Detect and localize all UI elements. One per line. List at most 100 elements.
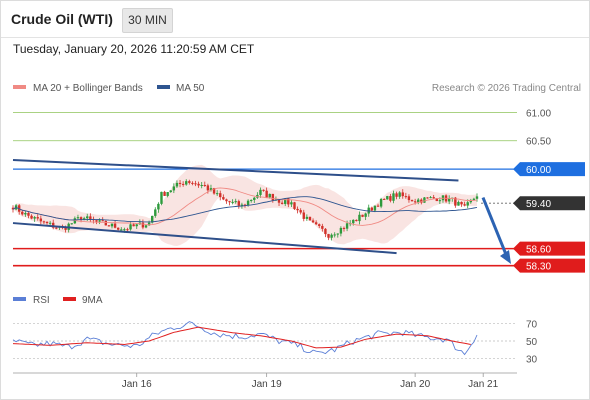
price-level-tag: [513, 162, 585, 177]
candle-body: [345, 223, 349, 229]
candle-body: [206, 185, 210, 191]
candle-body: [280, 202, 284, 204]
x-tick-label: Jan 16: [122, 379, 152, 390]
ma50-legend-swatch: [157, 85, 170, 89]
timestamp: Tuesday, January 20, 2026 11:20:59 AM CE…: [13, 42, 255, 56]
candle-body: [120, 229, 123, 231]
candle-body: [240, 204, 244, 206]
candle-body: [376, 205, 380, 207]
candle-body: [33, 217, 36, 219]
x-tick-label: Jan 21: [468, 379, 498, 390]
candle-body: [339, 227, 343, 234]
candle-body: [277, 199, 281, 203]
candle-body: [30, 215, 33, 219]
candle-body: [271, 193, 275, 201]
candle-body: [234, 201, 237, 203]
candle-body: [200, 184, 203, 186]
ma9-legend-label: 9MA: [82, 295, 103, 306]
candle-body: [290, 202, 293, 205]
candle-body: [76, 217, 80, 219]
candle-body: [98, 220, 101, 222]
rsi-legend-label: RSI: [33, 295, 50, 306]
candle-body: [39, 218, 43, 222]
channel-upper-line: [12, 159, 459, 182]
candle-body: [188, 181, 191, 183]
price-level-label: 59.40: [526, 199, 551, 210]
candle-body: [321, 225, 324, 229]
candle-body: [333, 234, 336, 236]
candle-body: [95, 220, 98, 222]
candle-body: [157, 203, 160, 210]
candle-body: [21, 211, 24, 215]
ma50-legend-label: MA 50: [176, 83, 205, 94]
rsi-line: [12, 321, 478, 356]
candle-body: [141, 222, 145, 228]
candle-body: [314, 222, 318, 225]
candle-body: [154, 209, 157, 216]
candle-body: [395, 193, 398, 197]
candle-body: [116, 227, 120, 230]
candle-body: [392, 193, 395, 201]
candle-body: [296, 208, 299, 211]
candle-body: [435, 198, 438, 202]
instrument-title: Crude Oil (WTI): [11, 11, 113, 27]
forecast-arrow-head: [500, 249, 511, 264]
candle-body: [420, 199, 423, 203]
candle-body: [352, 219, 355, 224]
candle-body: [215, 193, 219, 195]
price-level-tag: [513, 258, 585, 273]
candle-body: [401, 192, 404, 197]
ma20-legend-label: MA 20 + Bollinger Bands: [33, 83, 143, 94]
candle-body: [355, 219, 358, 222]
candle-body: [135, 224, 138, 227]
candle-body: [36, 217, 39, 219]
candle-body: [185, 181, 188, 185]
candle-body: [237, 201, 241, 206]
candle-body: [284, 198, 287, 204]
candle-body: [299, 210, 302, 213]
ma9-legend-swatch: [63, 297, 76, 301]
candle-body: [305, 216, 309, 219]
candle-body: [222, 197, 225, 200]
candle-body: [209, 188, 213, 191]
price-level-label: 58.30: [526, 262, 551, 273]
candle-body: [475, 196, 479, 199]
candle-body: [463, 204, 466, 206]
candle-body: [398, 192, 401, 197]
candle-body: [342, 227, 346, 229]
candle-body: [447, 198, 451, 202]
candle-body: [423, 197, 426, 203]
candle-body: [469, 199, 473, 203]
candle-body: [163, 191, 166, 196]
research-credit: Research © 2026 Trading Central: [432, 83, 581, 94]
candle-body: [89, 216, 92, 219]
candle-body: [110, 223, 114, 227]
timeframe-button[interactable]: 30 MIN: [122, 8, 173, 33]
channel-lower-line: [12, 222, 397, 255]
candle-body: [466, 202, 469, 206]
candle-body: [308, 216, 312, 221]
candle-body: [413, 201, 417, 203]
candle-body: [104, 220, 107, 226]
candle-body: [113, 223, 117, 228]
candle-body: [426, 197, 429, 199]
candle-body: [166, 192, 169, 196]
candle-body: [386, 196, 389, 200]
candle-body: [287, 198, 290, 205]
price-level-label: 60.50: [526, 137, 551, 148]
candle-body: [169, 190, 172, 193]
candle-body: [107, 225, 111, 227]
candle-body: [432, 197, 435, 199]
candle-body: [231, 201, 234, 203]
candle-body: [45, 221, 49, 224]
candle-body: [336, 233, 339, 235]
candle-body: [172, 186, 176, 191]
candle-body: [147, 222, 151, 226]
candle-body: [318, 224, 321, 226]
candle-body: [197, 183, 200, 186]
candle-body: [410, 200, 414, 202]
candle-body: [268, 193, 271, 198]
ma20-legend-swatch: [13, 85, 26, 89]
candle-body: [311, 220, 315, 223]
